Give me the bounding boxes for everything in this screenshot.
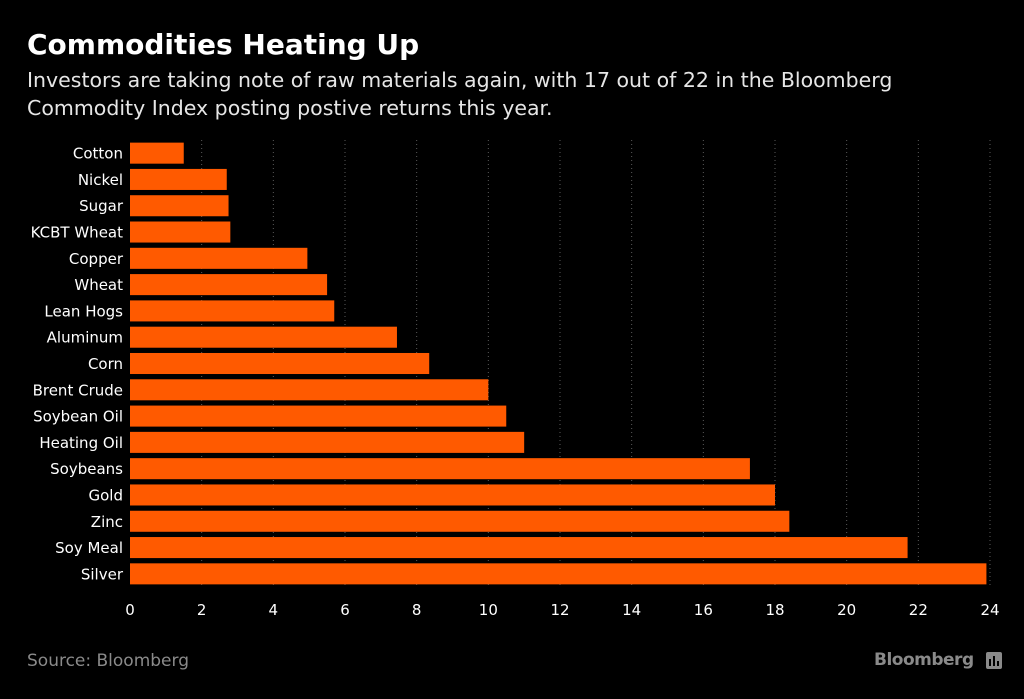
- category-label: Nickel: [78, 171, 123, 189]
- bar-cotton: [130, 142, 184, 164]
- bar-soy-meal: [130, 537, 908, 559]
- category-label: Wheat: [74, 276, 123, 294]
- bar-kcbt-wheat: [130, 221, 231, 243]
- bar-wheat: [130, 274, 328, 296]
- x-tick-label: 4: [269, 601, 279, 619]
- category-label: Aluminum: [47, 329, 123, 347]
- brand-logo: Bloomberg: [874, 650, 974, 670]
- bar-lean-hogs: [130, 300, 335, 322]
- x-tick-label: 12: [550, 601, 569, 619]
- category-label: Brent Crude: [33, 381, 123, 399]
- category-label: Copper: [69, 250, 124, 268]
- category-label: Soy Meal: [55, 539, 123, 557]
- category-label: Gold: [89, 486, 124, 504]
- bar-corn: [130, 352, 430, 375]
- x-tick-label: 14: [622, 601, 641, 619]
- bloomberg-terminal-icon: [986, 652, 1002, 669]
- category-label: Sugar: [79, 197, 124, 215]
- bar-aluminum: [130, 326, 397, 348]
- x-tick-label: 10: [479, 601, 498, 619]
- bar-copper: [130, 247, 308, 269]
- bar-zinc: [130, 510, 790, 532]
- bar-chart: 0 2 4 6 8 10 12 14 16 18 20 22 24CottonNickelSugarKC…: [31, 140, 1000, 619]
- bar-heating-oil: [130, 431, 525, 453]
- category-label: Soybeans: [50, 460, 123, 478]
- x-tick-label: 24: [980, 601, 999, 619]
- x-tick-label: 0: [125, 601, 135, 619]
- category-label: Zinc: [91, 513, 123, 531]
- category-label: Corn: [88, 355, 123, 373]
- category-label: Lean Hogs: [44, 302, 123, 320]
- bar-brent-crude: [130, 379, 489, 401]
- x-tick-label: 16: [694, 601, 713, 619]
- category-label: KCBT Wheat: [31, 224, 123, 242]
- bar-silver: [130, 563, 987, 585]
- bar-gold: [130, 484, 775, 506]
- category-label: Soybean Oil: [33, 408, 123, 426]
- bar-soybeans: [130, 458, 750, 480]
- x-tick-label: 6: [340, 601, 350, 619]
- x-tick-label: 18: [765, 601, 784, 619]
- bar-nickel: [130, 168, 227, 190]
- category-label: Silver: [81, 565, 124, 583]
- x-tick-label: 20: [837, 601, 856, 619]
- bar-soybean-oil: [130, 405, 507, 427]
- source-note: Source: Bloomberg: [27, 651, 189, 671]
- bar-sugar: [130, 195, 229, 217]
- x-tick-label: 2: [197, 601, 207, 619]
- category-label: Heating Oil: [39, 434, 123, 452]
- chart-title: Commodities Heating Up: [27, 28, 420, 61]
- x-tick-label: 22: [909, 601, 928, 619]
- x-tick-label: 8: [412, 601, 422, 619]
- category-label: Cotton: [73, 145, 123, 163]
- chart-subtitle: Investors are taking note of raw materia…: [27, 68, 893, 120]
